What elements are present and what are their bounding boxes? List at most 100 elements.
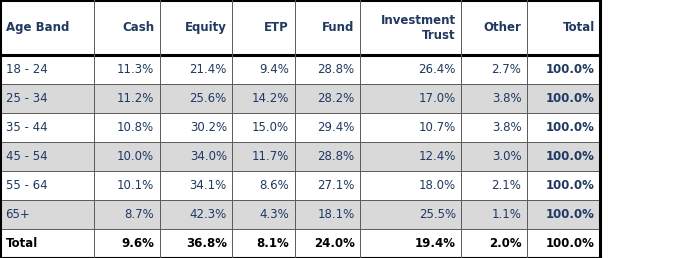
Text: Total: Total — [6, 237, 38, 250]
Bar — [360, 0, 461, 55]
Bar — [160, 229, 232, 258]
Text: 1.1%: 1.1% — [491, 208, 521, 221]
Bar — [527, 84, 600, 113]
Text: 9.4%: 9.4% — [259, 63, 289, 76]
Bar — [360, 229, 461, 258]
Text: 8.6%: 8.6% — [259, 179, 289, 192]
Bar — [461, 200, 527, 229]
Text: Cash: Cash — [122, 21, 154, 34]
Text: 24.0%: 24.0% — [313, 237, 355, 250]
Text: 11.2%: 11.2% — [117, 92, 154, 105]
Bar — [295, 84, 360, 113]
Bar — [360, 55, 461, 84]
Bar — [0, 229, 94, 258]
Bar — [94, 200, 160, 229]
Text: 4.3%: 4.3% — [259, 208, 289, 221]
Text: 34.0%: 34.0% — [190, 150, 227, 163]
Bar — [461, 0, 527, 55]
Bar — [94, 0, 160, 55]
Bar — [360, 200, 461, 229]
Bar — [0, 55, 94, 84]
Text: 100.0%: 100.0% — [546, 150, 595, 163]
Text: 18.0%: 18.0% — [419, 179, 456, 192]
Bar — [94, 84, 160, 113]
Bar — [160, 171, 232, 200]
Text: 25 - 34: 25 - 34 — [6, 92, 47, 105]
Bar — [527, 113, 600, 142]
Text: 14.2%: 14.2% — [251, 92, 289, 105]
Text: 100.0%: 100.0% — [546, 63, 595, 76]
Text: 9.6%: 9.6% — [121, 237, 154, 250]
Text: 19.4%: 19.4% — [415, 237, 456, 250]
Bar — [360, 113, 461, 142]
Bar — [160, 142, 232, 171]
Text: 28.8%: 28.8% — [318, 150, 355, 163]
Bar — [461, 142, 527, 171]
Bar — [295, 229, 360, 258]
Bar — [527, 200, 600, 229]
Text: 55 - 64: 55 - 64 — [6, 179, 47, 192]
Text: 42.3%: 42.3% — [190, 208, 227, 221]
Text: 18 - 24: 18 - 24 — [6, 63, 47, 76]
Bar — [232, 55, 295, 84]
Bar — [461, 229, 527, 258]
Bar — [232, 113, 295, 142]
Bar — [295, 55, 360, 84]
Bar — [295, 200, 360, 229]
Bar — [295, 142, 360, 171]
Text: Age Band: Age Band — [6, 21, 69, 34]
Text: 17.0%: 17.0% — [419, 92, 456, 105]
Text: 3.8%: 3.8% — [492, 92, 521, 105]
Text: 10.8%: 10.8% — [117, 121, 154, 134]
Bar — [295, 113, 360, 142]
Bar — [0, 0, 94, 55]
Bar — [527, 229, 600, 258]
Text: 65+: 65+ — [6, 208, 30, 221]
Bar — [0, 142, 94, 171]
Bar — [461, 171, 527, 200]
Bar — [0, 200, 94, 229]
Bar — [461, 84, 527, 113]
Text: ETP: ETP — [265, 21, 289, 34]
Bar — [160, 113, 232, 142]
Text: 8.1%: 8.1% — [256, 237, 289, 250]
Bar — [0, 171, 94, 200]
Bar — [160, 0, 232, 55]
Text: 12.4%: 12.4% — [418, 150, 456, 163]
Bar — [160, 55, 232, 84]
Bar — [360, 84, 461, 113]
Bar — [94, 142, 160, 171]
Text: 26.4%: 26.4% — [418, 63, 456, 76]
Text: 27.1%: 27.1% — [317, 179, 355, 192]
Text: 45 - 54: 45 - 54 — [6, 150, 47, 163]
Text: 11.7%: 11.7% — [251, 150, 289, 163]
Bar — [94, 171, 160, 200]
Text: 100.0%: 100.0% — [546, 92, 595, 105]
Bar — [94, 113, 160, 142]
Text: 2.7%: 2.7% — [491, 63, 521, 76]
Bar — [160, 84, 232, 113]
Text: 3.8%: 3.8% — [492, 121, 521, 134]
Text: 28.8%: 28.8% — [318, 63, 355, 76]
Text: 2.1%: 2.1% — [491, 179, 521, 192]
Bar — [232, 171, 295, 200]
Bar — [0, 113, 94, 142]
Text: 34.1%: 34.1% — [190, 179, 227, 192]
Bar — [160, 200, 232, 229]
Text: 100.0%: 100.0% — [546, 179, 595, 192]
Bar — [461, 55, 527, 84]
Text: 100.0%: 100.0% — [546, 208, 595, 221]
Text: 25.6%: 25.6% — [190, 92, 227, 105]
Bar — [232, 200, 295, 229]
Bar — [360, 171, 461, 200]
Text: Equity: Equity — [185, 21, 227, 34]
Bar — [0, 84, 94, 113]
Bar — [527, 55, 600, 84]
Bar — [295, 171, 360, 200]
Text: 10.0%: 10.0% — [117, 150, 154, 163]
Text: 21.4%: 21.4% — [189, 63, 227, 76]
Bar — [232, 84, 295, 113]
Text: 100.0%: 100.0% — [546, 237, 595, 250]
Bar — [527, 142, 600, 171]
Text: 8.7%: 8.7% — [124, 208, 154, 221]
